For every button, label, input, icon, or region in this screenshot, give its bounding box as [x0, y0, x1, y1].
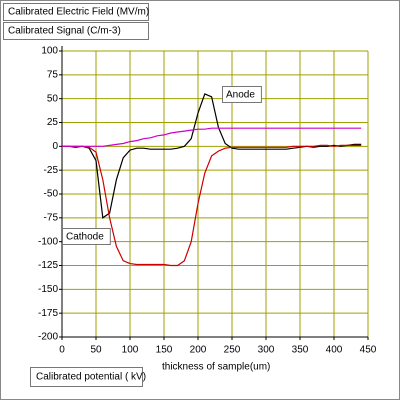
x-tick-label: 450: [360, 345, 377, 356]
y-tick-label: -50: [44, 189, 59, 200]
label-box: [30, 367, 143, 387]
x-axis-label: thickness of sample(um): [162, 362, 270, 373]
y-tick-label: 75: [47, 69, 59, 80]
x-tick-label: 250: [224, 345, 241, 356]
series-label: Calibrated Signal (C/m-3): [8, 26, 121, 37]
label-box: [3, 3, 149, 21]
y-tick-label: 100: [41, 46, 58, 57]
annotation-box: [222, 86, 262, 103]
series-line: [62, 127, 362, 147]
annotation: Cathode: [66, 232, 104, 243]
y-tick-label: 0: [52, 141, 58, 152]
y-tick-label: -100: [38, 236, 58, 247]
series-label: Calibrated potential ( kV): [36, 372, 146, 383]
label-box: [3, 22, 149, 40]
y-tick-label: 50: [47, 93, 59, 104]
x-tick-label: 200: [190, 345, 207, 356]
y-tick-label: -150: [38, 284, 58, 295]
x-tick-label: 100: [122, 345, 139, 356]
y-tick-label: -125: [38, 260, 58, 271]
x-tick-label: 50: [90, 345, 102, 356]
series-line: [62, 93, 362, 219]
x-tick-label: 400: [326, 345, 343, 356]
x-tick-label: 150: [156, 345, 173, 356]
y-tick-label: 25: [47, 117, 59, 128]
y-tick-label: -200: [38, 332, 58, 343]
x-tick-label: 350: [292, 345, 309, 356]
y-tick-label: -25: [44, 165, 59, 176]
y-tick-label: -75: [44, 212, 59, 223]
annotation-box: [62, 228, 111, 245]
series-label: Calibrated Electric Field (MV/m): [8, 7, 149, 18]
y-tick-label: -175: [38, 308, 58, 319]
x-tick-label: 300: [258, 345, 275, 356]
annotation: Anode: [226, 90, 255, 101]
x-tick-label: 0: [59, 345, 65, 356]
series-line: [62, 144, 362, 267]
